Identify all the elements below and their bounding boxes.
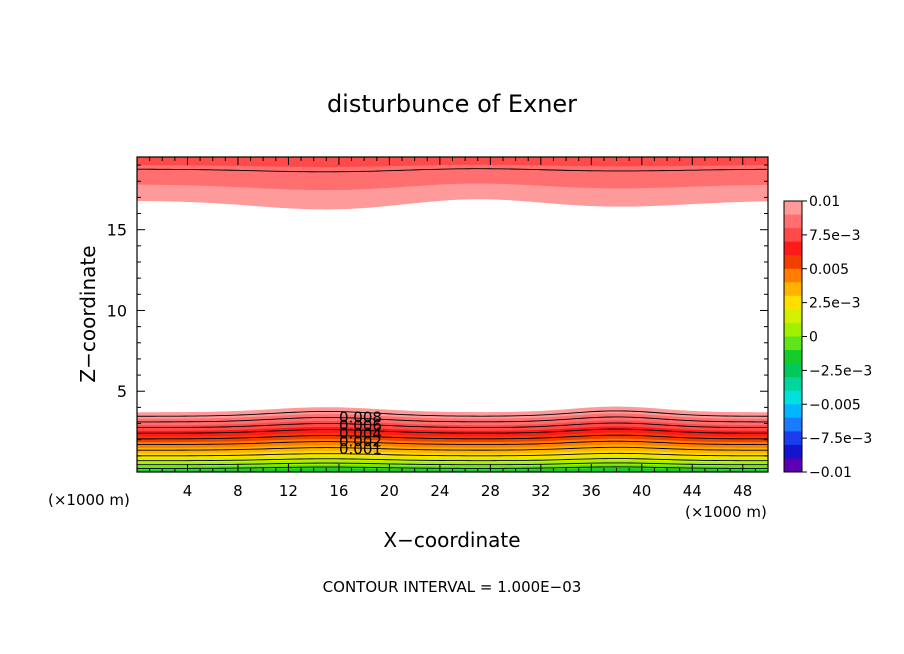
contour-label: 0.006 [339, 416, 382, 434]
contour-line [137, 452, 768, 457]
x-tick-label: 16 [329, 482, 348, 500]
colorbar-cell [784, 228, 802, 243]
x-axis: 4 8 12 16 20 24 28 32 36 40 44 48 [149, 157, 756, 500]
colorbar-cell [784, 214, 802, 229]
x-tick-label: 20 [380, 482, 399, 500]
y-tick-label: 10 [107, 301, 127, 320]
colorbar-tick-label: 7.5e−3 [809, 228, 861, 244]
colorbar-tick-label: −0.005 [809, 397, 861, 413]
contour-line [137, 462, 768, 466]
colorbar: 0.01 7.5e−3 0.005 2.5e−3 0 −2.5e−3 −0.005 −7.5e… [783, 194, 872, 481]
colorbar-cell [784, 268, 802, 283]
colorbar-cell [784, 431, 802, 446]
y-axis: 5 10 15 [107, 164, 768, 457]
contour-line [137, 440, 768, 445]
x-tick-label: 24 [430, 482, 449, 500]
contour-band [137, 157, 768, 167]
contour-line [137, 446, 768, 451]
y-axis-label: Z−coordinate [76, 245, 100, 382]
x-tick-label: 8 [233, 482, 243, 500]
contour-label: 0.004 [339, 424, 382, 442]
colorbar-tick-label: −7.5e−3 [809, 431, 872, 447]
colorbar-tick-label: 0 [809, 330, 818, 346]
y-tick-label: 15 [107, 221, 127, 240]
colorbar-cell [784, 241, 802, 256]
contour-label: 0.002 [339, 433, 382, 451]
colorbar-cell [784, 444, 802, 459]
colorbar-cell [784, 417, 802, 432]
x-unit-right: (×1000 m) [685, 503, 767, 521]
colorbar-cell [784, 309, 802, 324]
colorbar-cell [784, 322, 802, 337]
contour-label: 0.001 [339, 440, 382, 458]
colorbar-cell [784, 350, 802, 365]
contour-line [137, 410, 768, 417]
colorbar-cell [784, 282, 802, 297]
x-unit-left: (×1000 m) [48, 491, 130, 509]
colorbar-tick-label: −2.5e−3 [809, 363, 872, 379]
contour-line [137, 458, 768, 462]
contour-fill [137, 157, 768, 472]
x-tick-label: 48 [733, 482, 752, 500]
contour-line [137, 416, 768, 423]
x-axis-label: X−coordinate [383, 528, 520, 552]
colorbar-cell [784, 377, 802, 392]
colorbar-tick-label: 0.01 [809, 194, 840, 210]
x-tick-label: 12 [279, 482, 298, 500]
x-tick-label: 28 [481, 482, 500, 500]
x-tick-label: 32 [531, 482, 550, 500]
y-tick-label: 5 [117, 382, 127, 401]
colorbar-cell [784, 458, 802, 473]
colorbar-tick-label: 2.5e−3 [809, 296, 861, 312]
colorbar-cell [784, 295, 802, 310]
colorbar-cell [784, 336, 802, 351]
contour-label: 0.008 [339, 408, 382, 426]
colorbar-cell [784, 404, 802, 419]
colorbar-cell [784, 363, 802, 378]
x-tick-label: 36 [582, 482, 601, 500]
colorbar-tick-label: −0.01 [809, 465, 852, 481]
colorbar-cell [784, 201, 802, 216]
x-tick-label: 40 [632, 482, 651, 500]
x-tick-label: 4 [183, 482, 193, 500]
contour-line [137, 168, 768, 173]
colorbar-cell [784, 255, 802, 270]
chart-title: disturbunce of Exner [327, 90, 577, 118]
colorbar-tick-label: 0.005 [809, 262, 849, 278]
contour-line [137, 428, 768, 434]
colorbar-cell [784, 390, 802, 405]
contour-line [137, 434, 768, 440]
contour-interval-note: CONTOUR INTERVAL = 1.000E−03 [323, 578, 582, 596]
contour-line [137, 422, 768, 429]
x-tick-label: 44 [683, 482, 702, 500]
